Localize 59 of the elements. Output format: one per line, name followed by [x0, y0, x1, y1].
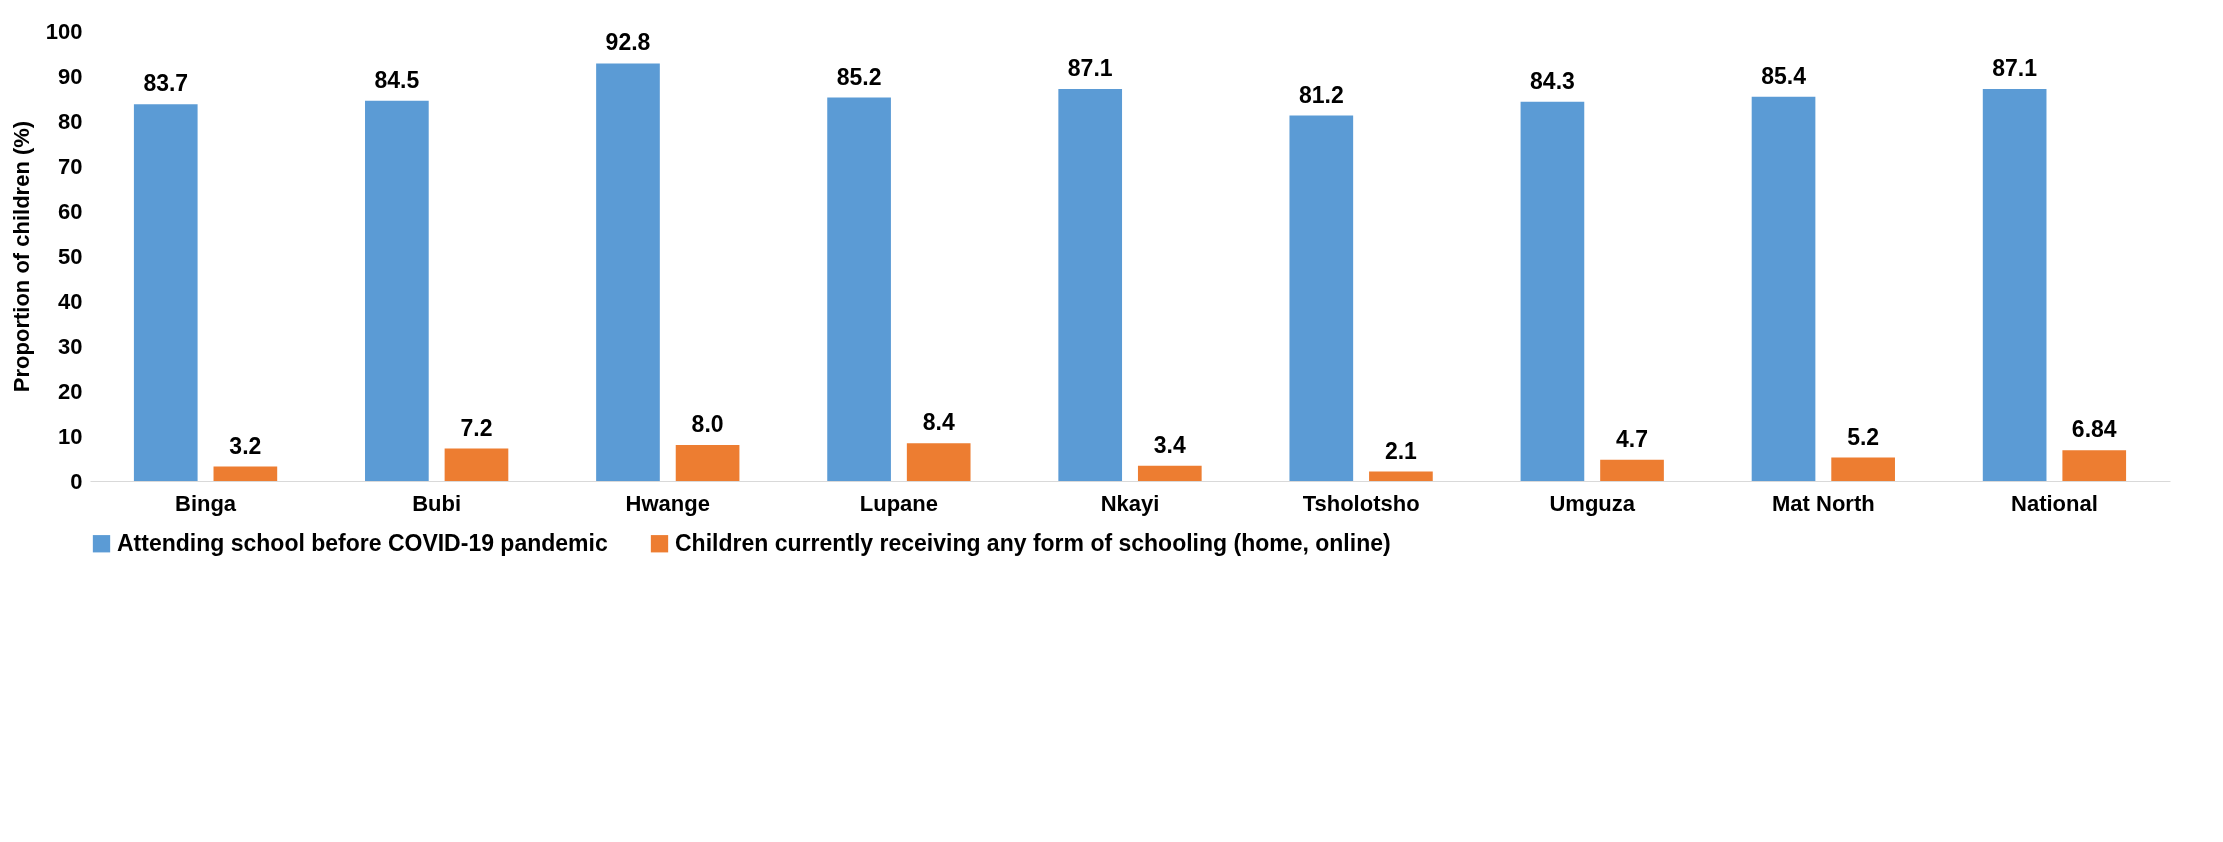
- x-tick-label: Umguza: [1549, 490, 1636, 516]
- data-label: 83.7: [143, 70, 189, 97]
- y-tick-label: 0: [70, 468, 83, 494]
- data-label: 84.3: [1530, 67, 1575, 94]
- data-label: 7.2: [460, 414, 493, 441]
- x-tick-label: Bubi: [412, 490, 462, 516]
- bar: [1058, 89, 1123, 481]
- y-axis-title: Proportion of children (%): [8, 120, 34, 393]
- data-label: 85.2: [836, 63, 882, 90]
- data-label: 81.2: [1298, 81, 1344, 108]
- legend-label: Attending school before COVID-19 pandemic: [117, 529, 608, 556]
- x-tick-label: Mat North: [1772, 490, 1875, 516]
- data-label: 3.2: [229, 432, 262, 459]
- bar: [133, 104, 198, 481]
- bar: [1520, 101, 1585, 481]
- legend-label: Children currently receiving any form of schooling (home, online): [675, 529, 1391, 556]
- data-label: 3.4: [1153, 431, 1186, 458]
- x-tick-label: Nkayi: [1100, 490, 1160, 516]
- bar: [365, 100, 429, 481]
- bar: [596, 63, 660, 481]
- data-label: 87.1: [1992, 55, 2038, 82]
- data-label: 8.0: [691, 411, 724, 437]
- bar: [1600, 459, 1664, 481]
- y-tick-label: 40: [58, 288, 83, 314]
- bar: [1751, 96, 1816, 481]
- y-tick-label: 100: [45, 18, 83, 44]
- bar: [827, 97, 891, 481]
- x-tick-label: Binga: [174, 490, 237, 516]
- x-tick-label: National: [2011, 490, 2098, 516]
- y-tick-label: 80: [58, 108, 83, 134]
- bar: [1369, 471, 1433, 481]
- x-tick-label: Hwange: [625, 490, 710, 516]
- y-tick-label: 90: [58, 63, 83, 89]
- data-label: 5.2: [1847, 423, 1880, 450]
- data-label: 8.4: [922, 409, 955, 436]
- bar: [1831, 457, 1895, 481]
- bar: [1982, 89, 2047, 481]
- bar: [213, 466, 278, 481]
- y-tick-label: 30: [58, 333, 83, 359]
- data-label: 2.1: [1384, 437, 1418, 464]
- bar: [675, 445, 740, 481]
- data-label: 4.7: [1616, 425, 1649, 452]
- y-tick-label: 50: [58, 243, 83, 269]
- bar: [906, 443, 971, 481]
- x-tick-label: Tsholotsho: [1302, 490, 1420, 516]
- y-tick-label: 10: [58, 423, 83, 449]
- bar: [1137, 465, 1202, 481]
- data-label: 87.1: [1067, 55, 1113, 82]
- data-label: 92.8: [605, 29, 651, 56]
- bar: [444, 448, 509, 481]
- y-tick-label: 70: [58, 153, 83, 179]
- bar: [1289, 115, 1354, 481]
- x-tick-label: Lupane: [859, 490, 939, 516]
- bar: [2062, 450, 2127, 481]
- y-tick-label: 20: [58, 378, 83, 404]
- y-tick-label: 60: [58, 198, 83, 224]
- data-label: 6.84: [2071, 416, 2117, 443]
- data-label: 84.5: [374, 66, 420, 93]
- data-label: 85.4: [1761, 62, 1807, 89]
